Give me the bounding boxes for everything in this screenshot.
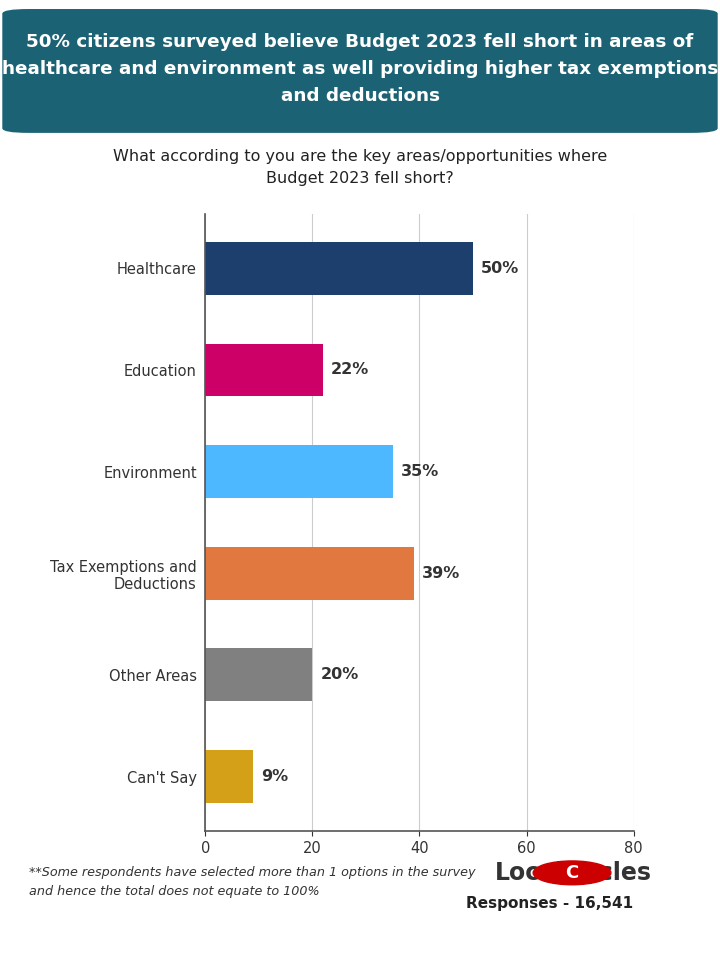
Text: 35%: 35% (400, 464, 439, 479)
Bar (205, 648, 312, 702)
Text: What according to you are the key areas/opportunities where
Budget 2023 fell sho: What according to you are the key areas/… (113, 149, 607, 187)
Text: **Some respondents have selected more than 1 options in the survey
and hence the: **Some respondents have selected more th… (29, 866, 475, 898)
Text: Local: Local (495, 861, 564, 885)
Bar (205, 445, 392, 498)
Bar (205, 750, 253, 803)
Text: 22%: 22% (331, 363, 369, 377)
Text: 20%: 20% (320, 668, 359, 682)
FancyBboxPatch shape (2, 9, 718, 133)
Text: All contents in the above graphic is a copyright of LocalCircles and if publishe: All contents in the above graphic is a c… (0, 938, 720, 948)
Circle shape (533, 861, 611, 885)
Text: 9%: 9% (261, 769, 289, 784)
Bar (205, 343, 323, 397)
Bar (205, 242, 473, 295)
Text: ircles: ircles (579, 861, 651, 885)
Text: C: C (565, 864, 579, 882)
Bar (205, 547, 414, 600)
Text: 50% citizens surveyed believe Budget 2023 fell short in areas of
healthcare and : 50% citizens surveyed believe Budget 202… (2, 33, 718, 105)
Text: Responses - 16,541: Responses - 16,541 (467, 896, 634, 911)
Text: 50%: 50% (481, 260, 519, 276)
Text: 39%: 39% (422, 566, 460, 581)
